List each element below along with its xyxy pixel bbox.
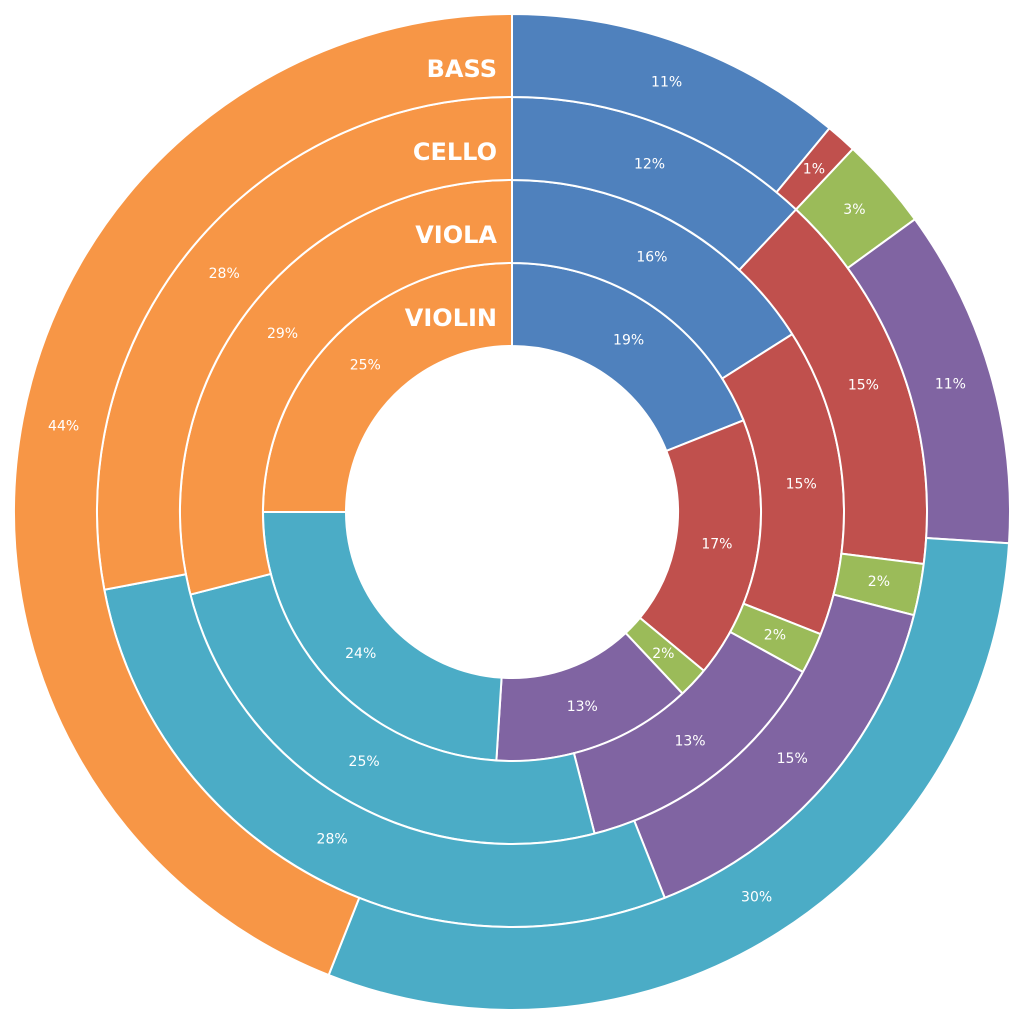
ring-name-viola: VIOLA (415, 221, 497, 249)
bass-pct-label-5: 44% (48, 419, 79, 435)
donut-segments (13, 12, 1011, 1011)
ring-name-cello: CELLO (413, 138, 497, 166)
bass-pct-label-0: 11% (651, 75, 682, 91)
cello-pct-label-5: 28% (209, 266, 240, 282)
violin-pct-label-2: 2% (652, 646, 674, 662)
cello-pct-label-4: 28% (317, 831, 348, 847)
violin-pct-label-1: 17% (701, 537, 732, 553)
bass-pct-label-4: 30% (741, 889, 772, 905)
viola-pct-label-1: 15% (786, 477, 817, 493)
bass-pct-label-2: 3% (843, 202, 865, 218)
viola-pct-label-4: 25% (349, 754, 380, 770)
cello-pct-label-3: 15% (777, 751, 808, 767)
cello-pct-label-2: 2% (868, 574, 890, 590)
ring-name-bass: BASS (427, 55, 497, 83)
ring-name-violin: VIOLIN (405, 304, 497, 332)
viola-pct-label-0: 16% (636, 249, 667, 265)
viola-pct-label-5: 29% (267, 326, 298, 342)
cello-pct-label-0: 12% (634, 157, 665, 173)
violin-pct-label-4: 24% (345, 646, 376, 662)
cello-pct-label-1: 15% (848, 378, 879, 394)
viola-pct-label-3: 13% (674, 734, 705, 750)
violin-pct-label-5: 25% (350, 357, 381, 373)
donut-labels: 19% 17% 2% 13% 24% 25% VIOLIN 16% 15% 2% 13% 25% 29%… (48, 55, 966, 905)
violin-pct-label-0: 19% (613, 332, 644, 348)
viola-pct-label-2: 2% (764, 628, 786, 644)
bass-pct-label-1: 1% (803, 162, 825, 178)
violin-pct-label-3: 13% (567, 699, 598, 715)
bass-segment-5 (13, 12, 513, 977)
bass-pct-label-3: 11% (935, 377, 966, 393)
